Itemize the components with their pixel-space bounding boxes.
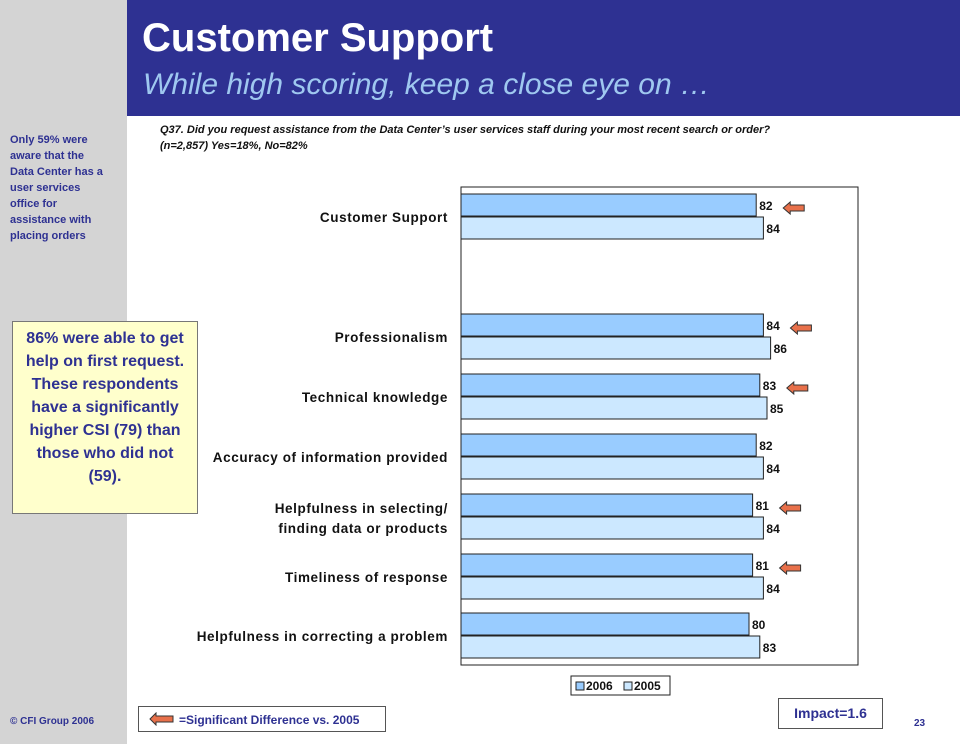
data-label-2005: 85	[770, 402, 784, 416]
category-label: Technical knowledge	[302, 390, 448, 405]
chart-legend	[570, 675, 671, 696]
left-arrow-icon	[778, 500, 802, 516]
bar-2006	[460, 193, 757, 217]
category-label: Helpfulness in selecting/	[275, 501, 448, 516]
left-arrow-icon	[789, 320, 812, 336]
data-label-2006: 82	[759, 439, 773, 453]
category-label: Accuracy of information provided	[213, 450, 448, 465]
copyright: © CFI Group 2006	[10, 716, 95, 727]
category-label: Customer Support	[320, 210, 448, 225]
page-title: Customer Support	[142, 16, 494, 60]
data-label-2006: 80	[752, 618, 766, 632]
bar-2006	[460, 612, 750, 636]
category-label: Helpfulness in correcting a problem	[197, 629, 448, 644]
impact-score: Impact=1.6	[778, 698, 883, 729]
left-arrow-icon	[149, 712, 174, 726]
left-arrow-icon	[782, 200, 805, 216]
legend-swatch-2006	[575, 681, 585, 691]
data-label-2005: 84	[766, 582, 780, 596]
legend-label-2006: 2006	[586, 679, 613, 693]
bar-2006	[460, 313, 764, 337]
question-text: Q37. Did you request assistance from the…	[160, 124, 771, 136]
category-label: finding data or products	[278, 521, 448, 536]
bar-2005	[460, 216, 764, 240]
header-band	[127, 0, 960, 116]
data-label-2006: 82	[759, 199, 773, 213]
data-label-2005: 84	[766, 462, 780, 476]
data-label-2006: 81	[756, 559, 770, 573]
page-number: 23	[914, 718, 926, 729]
data-label-2005: 83	[763, 641, 777, 655]
page-subtitle: While high scoring, keep a close eye on …	[143, 68, 710, 101]
bar-2005	[460, 456, 764, 480]
bar-2006	[460, 493, 754, 517]
category-label: Timeliness of response	[285, 570, 448, 585]
survey-question: Q37. Did you request assistance from the…	[160, 122, 920, 154]
legend-label-2005: 2005	[634, 679, 661, 693]
csi-callout: 86% were able to get help on first reque…	[12, 321, 198, 514]
bar-2005	[460, 635, 761, 659]
left-arrow-icon	[786, 380, 809, 396]
data-label-2006: 83	[763, 379, 777, 393]
left-arrow-icon	[778, 560, 802, 576]
bar-2006	[460, 373, 761, 397]
question-sample: (n=2,857) Yes=18%, No=82%	[160, 140, 308, 152]
bar-2005	[460, 336, 772, 360]
significance-legend-label: =Significant Difference vs. 2005	[179, 713, 360, 727]
significance-legend: =Significant Difference vs. 2005	[138, 706, 386, 732]
data-label-2005: 84	[766, 522, 780, 536]
bar-2005	[460, 396, 768, 420]
awareness-note: Only 59% were aware that the Data Center…	[10, 134, 103, 242]
data-label-2006: 81	[756, 499, 770, 513]
category-label: Professionalism	[335, 330, 448, 345]
data-label-2005: 84	[766, 222, 780, 236]
bar-2005	[460, 516, 764, 540]
bar-2006	[460, 553, 754, 577]
bar-2006	[460, 433, 757, 457]
bar-2005	[460, 576, 764, 600]
data-label-2005: 86	[774, 342, 788, 356]
data-label-2006: 84	[766, 319, 780, 333]
legend-swatch-2005	[623, 681, 633, 691]
